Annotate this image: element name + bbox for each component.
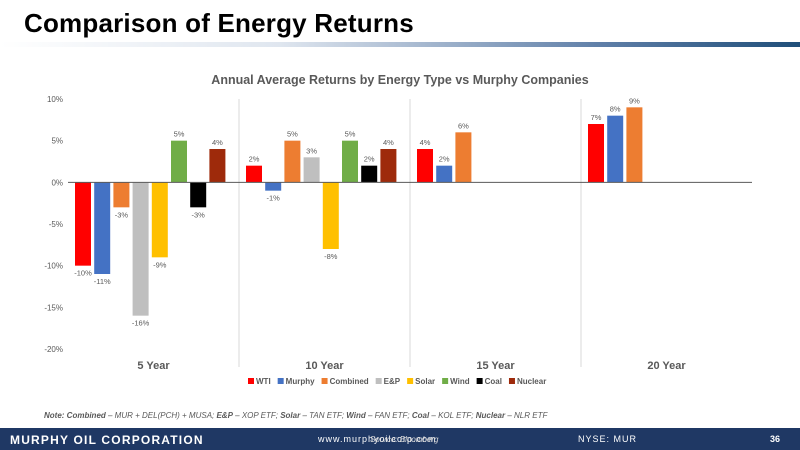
bar xyxy=(209,149,226,183)
bar xyxy=(342,140,358,183)
legend-swatch xyxy=(508,378,515,384)
bar xyxy=(94,182,111,274)
note-text-1: – XOP ETF; xyxy=(232,411,281,420)
data-label: 5% xyxy=(174,130,185,139)
data-label: 7% xyxy=(591,113,602,122)
y-tick-label: 10% xyxy=(47,95,63,104)
data-label: -8% xyxy=(324,252,338,261)
slide-title: Comparison of Energy Returns xyxy=(24,8,414,38)
note-label-4: Coal xyxy=(411,411,430,420)
bar xyxy=(322,182,339,249)
legend-swatch xyxy=(321,378,328,384)
legend-label: Coal xyxy=(485,377,502,386)
bar xyxy=(151,182,168,258)
data-label: 2% xyxy=(249,155,260,164)
y-tick-label: -10% xyxy=(44,262,63,271)
data-label: -1% xyxy=(267,194,281,203)
y-tick-label: -5% xyxy=(49,220,63,229)
bar xyxy=(436,165,453,183)
bar xyxy=(626,107,643,183)
bar xyxy=(417,149,433,183)
note-label-1: E&P xyxy=(216,411,233,420)
legend-label: Wind xyxy=(450,377,470,386)
legend-swatch xyxy=(277,378,284,384)
data-label: 3% xyxy=(306,146,317,155)
bar xyxy=(265,182,282,191)
x-category-label: 5 Year xyxy=(137,360,170,372)
legend-swatch xyxy=(442,378,449,384)
chart-note: Note: Combined – MUR + DEL(PCH) + MUSA; … xyxy=(44,411,547,420)
data-label: 5% xyxy=(287,130,298,139)
data-label: 4% xyxy=(420,138,431,147)
legend-label: Solar xyxy=(415,377,435,386)
note-label-2: Solar xyxy=(280,411,301,420)
bar xyxy=(171,140,187,183)
bar xyxy=(588,124,604,183)
footer-website[interactable]: www.murphyoilcorp.com xyxy=(318,434,437,444)
note-prefix: Note: xyxy=(44,411,67,420)
footer-source: Source: Bloomberg xyxy=(370,435,439,444)
bar xyxy=(190,182,207,208)
note-text-5: – NLR ETF xyxy=(505,411,548,420)
legend-label: Combined xyxy=(330,377,369,386)
x-category-label: 10 Year xyxy=(305,360,344,372)
note-text-0: – MUR + DEL(PCH) + MUSA; xyxy=(105,411,217,420)
legend-label: WTI xyxy=(256,377,271,386)
note-items: Combined – MUR + DEL(PCH) + MUSA; E&P – … xyxy=(67,411,548,420)
bar xyxy=(113,182,130,208)
data-label: -9% xyxy=(153,260,167,269)
y-tick-label: -20% xyxy=(44,345,63,354)
data-label: 6% xyxy=(458,121,469,130)
data-label: 2% xyxy=(364,155,375,164)
data-label: 8% xyxy=(610,105,621,114)
legend-swatch xyxy=(476,378,483,384)
bar xyxy=(361,165,378,183)
data-label: -16% xyxy=(132,319,150,328)
footer-bar: MURPHY OIL CORPORATION www.murphyoilcorp… xyxy=(0,428,800,450)
y-tick-label: 0% xyxy=(51,178,63,187)
note-text-4: – KOL ETF; xyxy=(429,411,476,420)
footer-ticker: NYSE: MUR xyxy=(578,434,638,444)
bar xyxy=(380,149,397,183)
data-label: -3% xyxy=(115,210,129,219)
data-label: 2% xyxy=(439,155,450,164)
note-label-5: Nuclear xyxy=(475,411,506,420)
legend-label: E&P xyxy=(384,377,401,386)
data-label: -3% xyxy=(192,210,206,219)
data-label: 5% xyxy=(345,130,356,139)
note-label-3: Wind xyxy=(346,411,366,420)
x-category-label: 15 Year xyxy=(476,360,515,372)
chart-title: Annual Average Returns by Energy Type vs… xyxy=(211,73,588,87)
data-label: -10% xyxy=(74,269,92,278)
page-number: 36 xyxy=(770,434,781,444)
y-tick-label: -15% xyxy=(44,303,63,312)
title-underline-bar xyxy=(0,42,800,47)
bar xyxy=(284,140,301,183)
legend-swatch xyxy=(375,378,382,384)
returns-bar-chart: Annual Average Returns by Energy Type vs… xyxy=(44,73,752,386)
legend-swatch xyxy=(248,378,254,384)
footer-company-name: MURPHY OIL CORPORATION xyxy=(10,433,204,447)
bar xyxy=(303,157,320,183)
bar xyxy=(455,132,472,183)
bar xyxy=(132,182,149,316)
note-text-2: – TAN ETF; xyxy=(300,411,347,420)
data-label: 9% xyxy=(629,96,640,105)
bar xyxy=(607,115,624,183)
legend-swatch xyxy=(407,378,414,384)
data-label: -11% xyxy=(94,277,111,286)
note-label-0: Combined xyxy=(66,411,106,420)
x-category-label: 20 Year xyxy=(647,360,686,372)
data-label: 4% xyxy=(383,138,394,147)
note-text-3: – FAN ETF; xyxy=(365,411,412,420)
legend-label: Murphy xyxy=(286,377,315,386)
data-label: 4% xyxy=(212,138,223,147)
bar xyxy=(75,182,91,266)
legend-label: Nuclear xyxy=(517,377,546,386)
y-tick-label: 5% xyxy=(51,137,63,146)
bar xyxy=(246,165,262,183)
